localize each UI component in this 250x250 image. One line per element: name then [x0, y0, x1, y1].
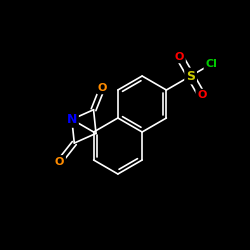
Text: O: O: [175, 52, 184, 62]
Text: Cl: Cl: [205, 59, 217, 69]
Text: O: O: [197, 90, 206, 101]
Text: O: O: [98, 82, 107, 92]
Text: O: O: [55, 157, 64, 167]
Text: S: S: [186, 70, 195, 82]
Text: N: N: [66, 113, 77, 126]
